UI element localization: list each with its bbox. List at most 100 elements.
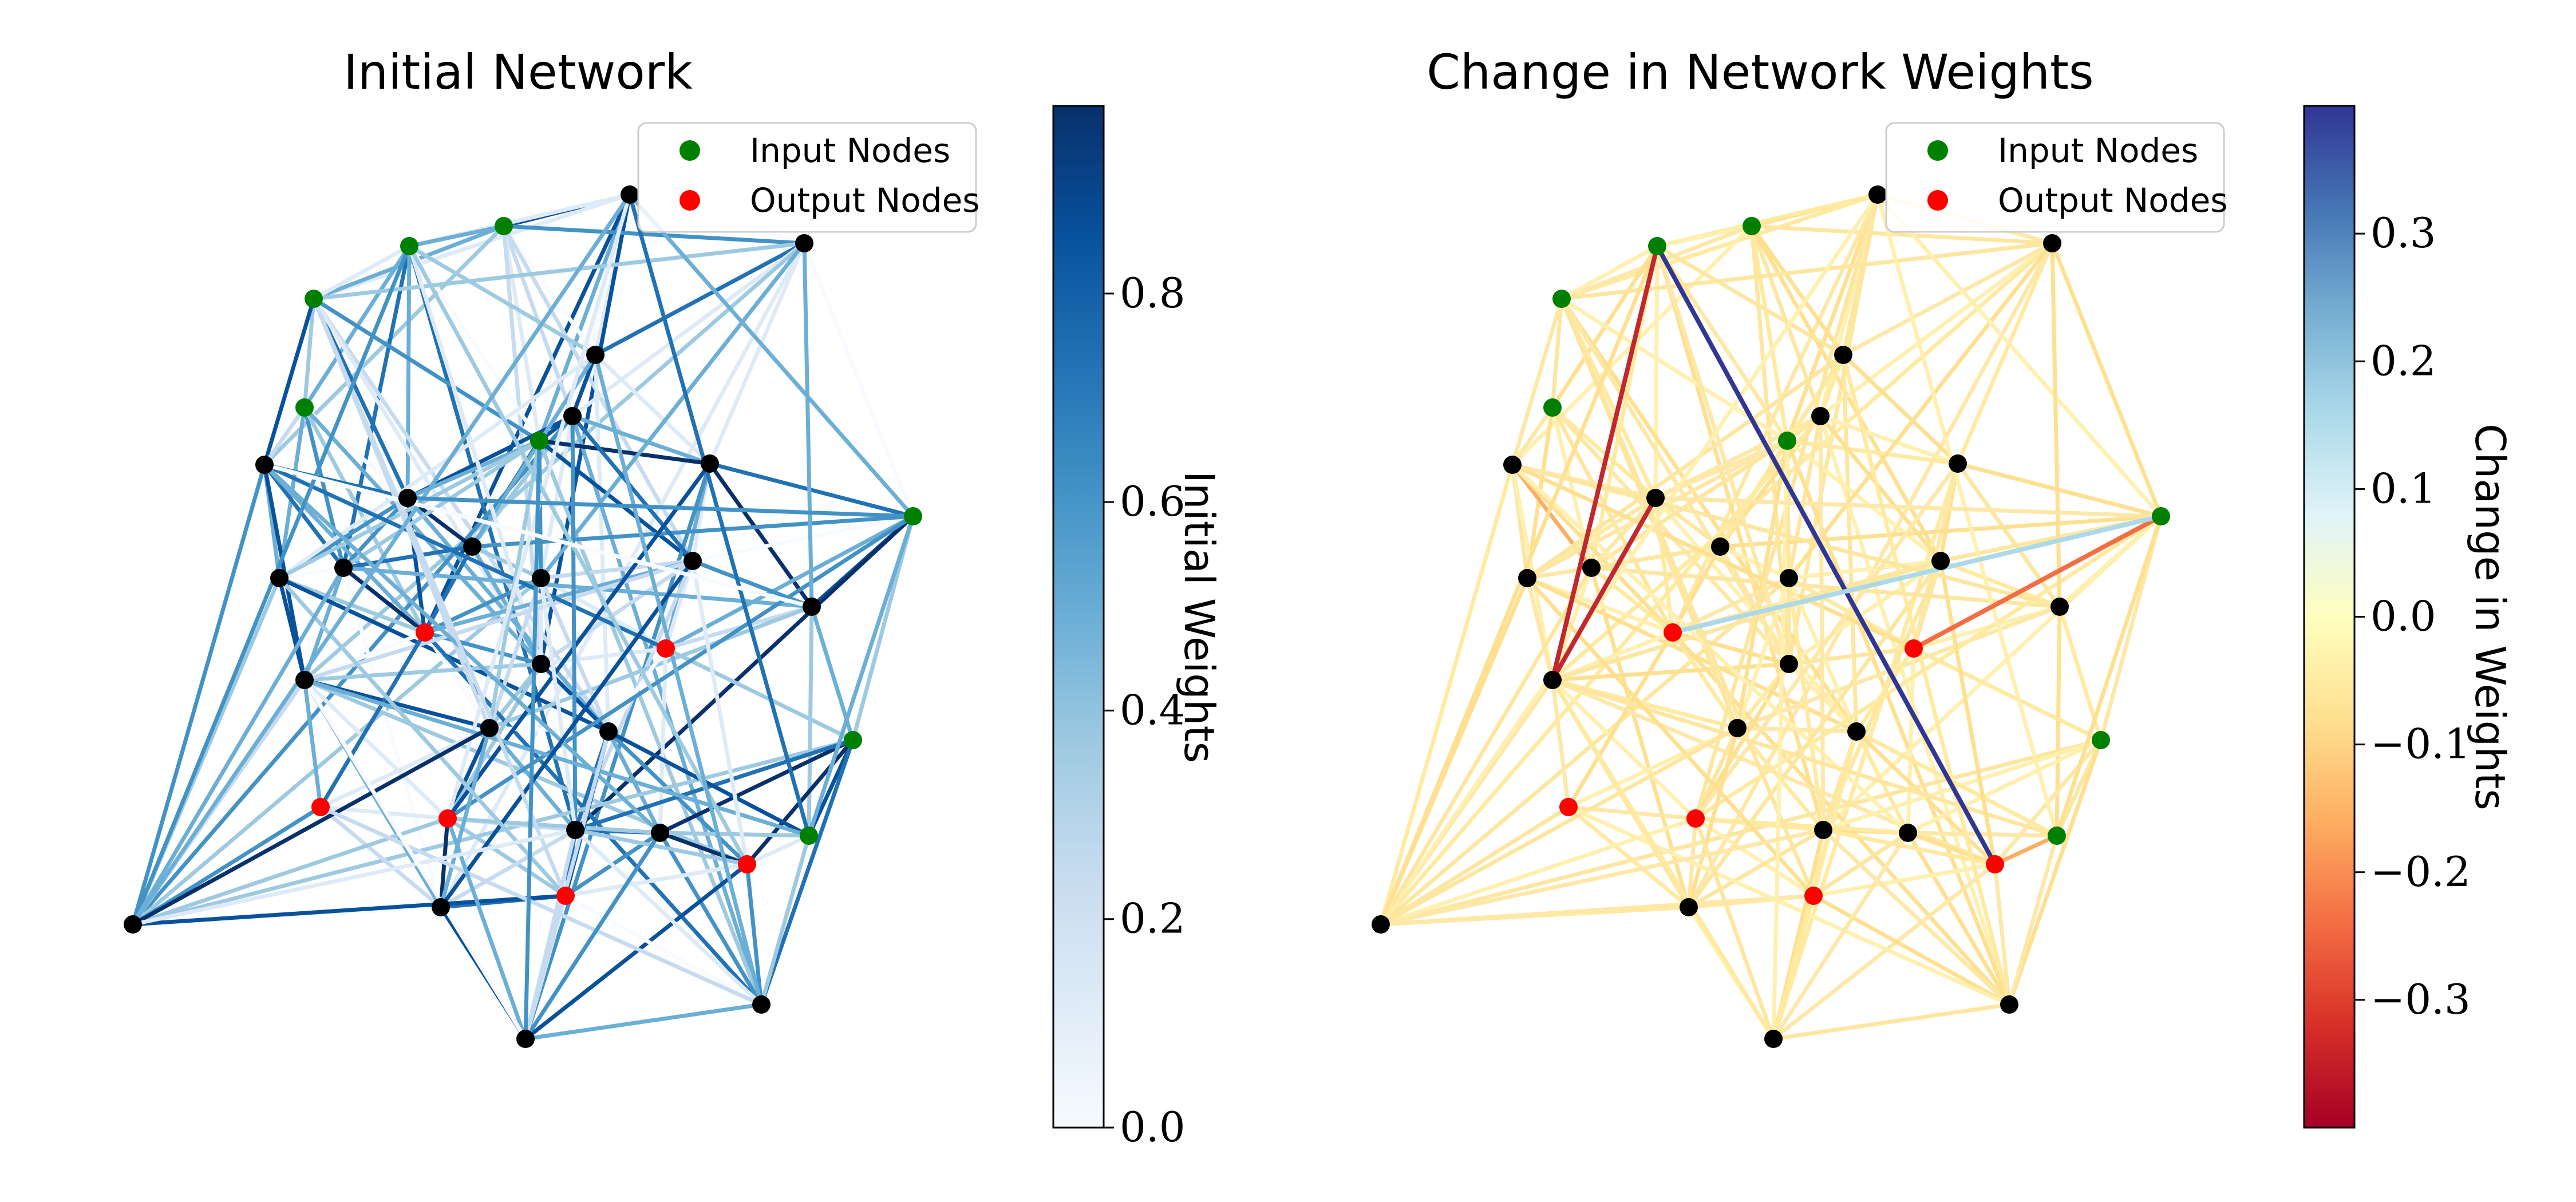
legend-marker-output [679, 190, 700, 211]
hidden-node [1518, 569, 1536, 587]
edge [1378, 576, 1791, 927]
nodes-initial [124, 185, 922, 1048]
edge [539, 576, 578, 832]
edge [1955, 461, 2062, 609]
edge [802, 241, 814, 609]
edge [523, 438, 542, 1041]
edge [1911, 646, 2103, 742]
edge [277, 438, 542, 580]
edge [745, 833, 811, 867]
edge [2099, 514, 2163, 742]
edge [341, 244, 412, 570]
edge [593, 241, 807, 357]
edge [341, 566, 814, 609]
edge [277, 353, 598, 580]
edge [802, 241, 915, 519]
output-node [1905, 639, 1923, 658]
panel-change-in-weights: Change in Network Weights Input Nodes Ou… [1372, 44, 2514, 1129]
colorbar-change-in-weights: −0.3 −0.2 −0.1 0.0 0.1 0.2 0.3 Change in Weigh… [2303, 105, 2514, 1129]
edge [570, 414, 712, 466]
hidden-node [1899, 824, 1917, 842]
edge [658, 738, 855, 835]
edge [708, 461, 814, 609]
hidden-node [398, 489, 417, 507]
edge [1693, 816, 1910, 835]
edge [663, 514, 915, 651]
hidden-node [432, 898, 450, 916]
edge [1841, 241, 2055, 357]
edge [2050, 241, 2062, 609]
edge [1566, 805, 1691, 910]
edge [523, 862, 749, 1041]
edge [1771, 862, 1997, 1041]
hidden-node [1834, 346, 1852, 364]
edge [1525, 438, 1789, 580]
edge [1378, 816, 1698, 927]
edge [1378, 828, 1826, 927]
edge [1510, 462, 1675, 635]
edge [1559, 296, 1816, 898]
edge [539, 559, 695, 580]
output-node [416, 623, 434, 642]
edge [1670, 544, 1722, 635]
edge [1653, 496, 2163, 519]
edge [1589, 566, 1675, 635]
edge [1875, 192, 2059, 838]
edge [1550, 241, 2055, 682]
edge [759, 833, 811, 1007]
edge [445, 816, 662, 835]
legend: Input Nodes Output Nodes [637, 122, 980, 233]
hidden-node [1780, 569, 1798, 587]
edge [1378, 462, 1515, 927]
edge [1785, 438, 1960, 466]
edge [539, 559, 695, 666]
edge [1787, 241, 2055, 580]
colorbar-tick-label: 0.0 [2370, 592, 2436, 640]
edge [1550, 678, 1571, 809]
hidden-node [651, 824, 669, 842]
input-node [844, 731, 862, 749]
edge [407, 244, 543, 666]
hidden-node [1780, 655, 1798, 673]
edge [1525, 353, 1846, 580]
input-node [2048, 827, 2066, 845]
colorbar-tick-label: −0.2 [2370, 848, 2471, 896]
edge [407, 244, 598, 357]
edge [1510, 405, 1555, 467]
edge [1559, 241, 2055, 301]
edge [1378, 566, 1594, 927]
edge [539, 576, 668, 651]
edge [1906, 831, 2059, 838]
hidden-node [1949, 454, 1967, 473]
edge [445, 662, 543, 821]
edge [470, 514, 915, 549]
edge [1550, 678, 1776, 1041]
colorbar-tick-label: 0.2 [1120, 895, 1186, 943]
hidden-node [480, 719, 499, 737]
edge [570, 414, 578, 832]
edge [1550, 244, 1660, 682]
edge [759, 738, 855, 1007]
edge [708, 461, 915, 519]
edge [1818, 414, 1960, 466]
input-node [2092, 731, 2110, 749]
edge [1811, 893, 2012, 1007]
colorbar-tick-label: 0.1 [2370, 464, 2436, 512]
edge [1841, 353, 2012, 1007]
edge [131, 805, 323, 927]
hidden-node [532, 569, 550, 587]
edge [606, 729, 811, 838]
edge [851, 514, 915, 742]
edge [1693, 816, 1816, 898]
edge [537, 438, 695, 563]
edge [1655, 224, 1754, 248]
colorbar [1052, 105, 1105, 1129]
edge [318, 630, 427, 809]
edge [1566, 630, 1675, 809]
hidden-node [586, 346, 605, 364]
colorbar-label: Initial Weights [1175, 471, 1223, 763]
hidden-node [1811, 407, 1830, 425]
edge [318, 805, 443, 910]
edge [1785, 438, 1943, 563]
edge [131, 576, 543, 927]
